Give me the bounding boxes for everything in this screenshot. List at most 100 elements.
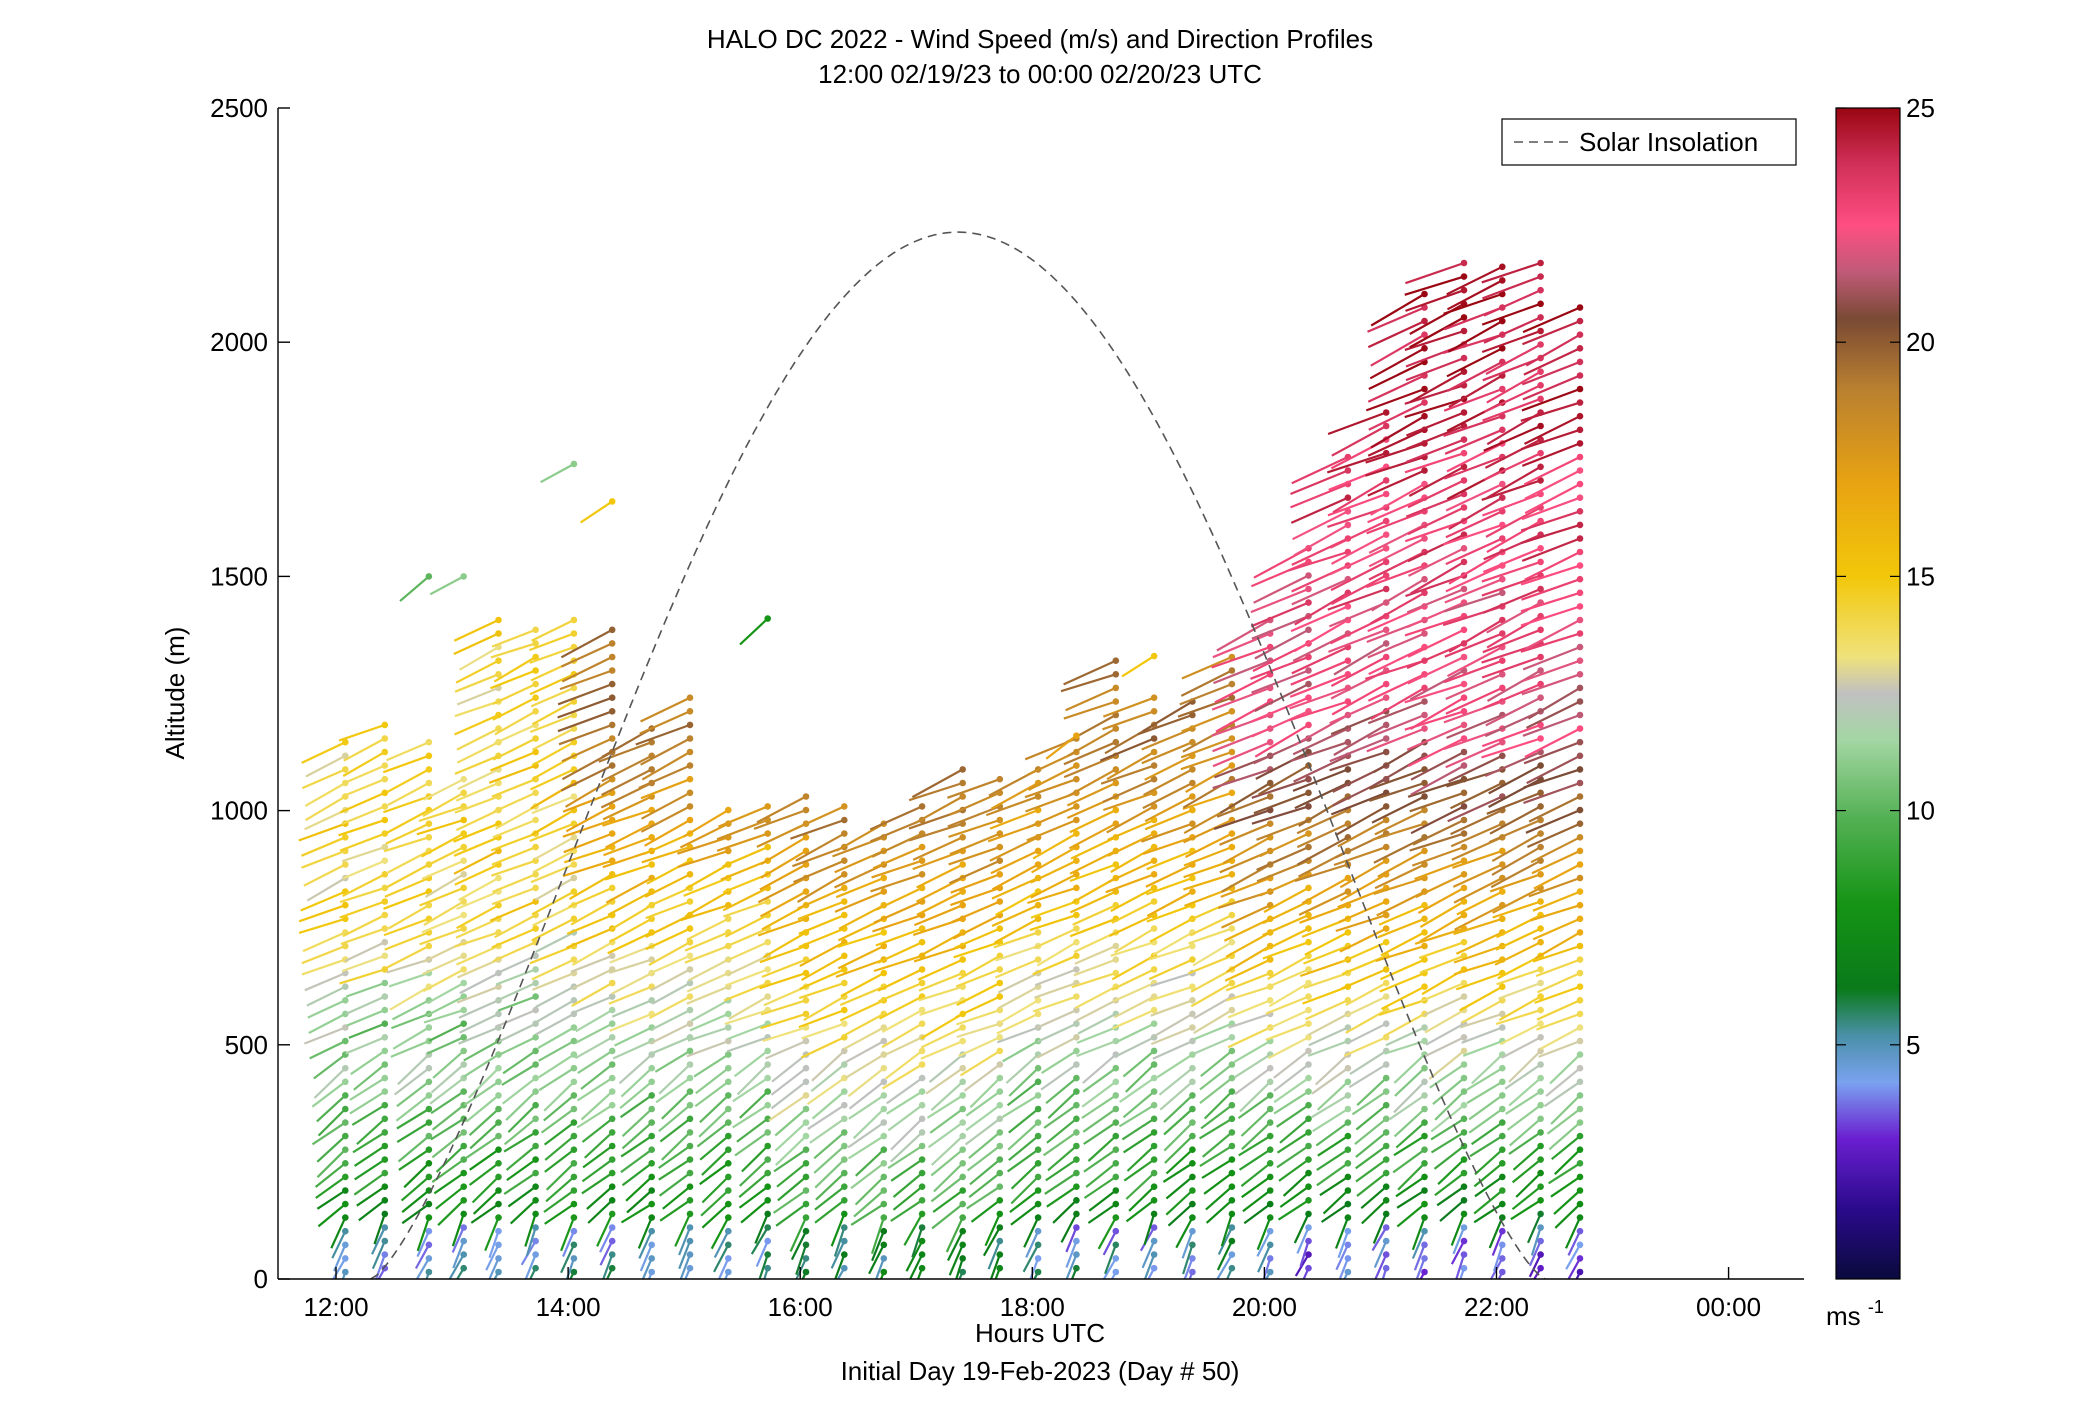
wind-vector-head (342, 1241, 349, 1249)
wind-vector-head (1537, 789, 1544, 797)
wind-vector (1468, 1108, 1503, 1134)
wind-vector (1407, 628, 1465, 658)
wind-vector (562, 791, 613, 813)
wind-vector-head (1305, 653, 1312, 661)
wind-vector (774, 1108, 807, 1137)
wind-vector (1183, 873, 1233, 891)
wind-vector-head (460, 993, 468, 1000)
wind-vector (491, 927, 537, 949)
wind-vector (830, 1213, 846, 1247)
wind-vector-head (1228, 1142, 1236, 1150)
wind-vector (535, 999, 575, 1023)
wind-vector (1482, 492, 1541, 517)
wind-vector (619, 1080, 653, 1110)
wind-vector (1082, 1067, 1117, 1093)
wind-vector (454, 700, 499, 718)
wind-vector-head (1421, 1092, 1428, 1099)
wind-vector (386, 945, 430, 969)
wind-vector (532, 904, 575, 927)
wind-vector (1259, 873, 1309, 897)
wind-vector-head (1421, 725, 1428, 732)
wind-vector (1110, 941, 1155, 957)
wind-vector-head (1576, 1037, 1584, 1045)
wind-vector (1008, 1135, 1039, 1162)
wind-vector-head (880, 874, 888, 882)
wind-vector-head (1576, 1255, 1584, 1262)
wind-vector-head (425, 1146, 433, 1153)
wind-vector (1564, 1217, 1582, 1249)
wind-vector (626, 1189, 653, 1214)
wind-vector-head (841, 1210, 848, 1218)
wind-vector-head (996, 1074, 1004, 1082)
wind-vector (969, 1077, 1001, 1109)
wind-vector-head (841, 1047, 848, 1055)
wind-vector (621, 1108, 653, 1138)
wind-vector (1030, 900, 1077, 919)
wind-vector-head (1576, 969, 1584, 977)
wind-vector (1434, 1090, 1465, 1121)
wind-vector-head (1150, 830, 1158, 837)
wind-vector-head (1460, 1183, 1468, 1190)
wind-vector (984, 1213, 1001, 1247)
wind-vector-head (495, 874, 502, 882)
wind-vector (1199, 1063, 1233, 1091)
wind-vector-head (802, 1105, 810, 1113)
wind-vector (661, 1131, 691, 1161)
wind-vector (304, 972, 346, 992)
wind-vector (1397, 1162, 1426, 1191)
wind-vector (685, 863, 729, 890)
wind-vector (728, 995, 769, 1020)
wind-vector (432, 1050, 465, 1079)
wind-vector-head (1460, 1115, 1468, 1123)
wind-vector-head (841, 1264, 848, 1272)
wind-vector (1320, 1203, 1349, 1223)
wind-vector (1304, 931, 1349, 956)
x-tick-label: 16:00 (768, 1292, 833, 1322)
wind-vector (739, 1158, 769, 1187)
wind-vector-head (570, 630, 578, 637)
wind-vector-head (342, 901, 349, 909)
wind-vector (794, 805, 845, 830)
wind-vector-head (648, 1105, 655, 1113)
wind-vector (1102, 791, 1155, 812)
wind-vector (1150, 999, 1193, 1017)
wind-vector-head (1537, 1047, 1544, 1055)
wind-vector (1550, 1094, 1581, 1125)
wind-vector (1548, 1121, 1581, 1151)
wind-vector (388, 972, 430, 988)
wind-vector-head (1576, 304, 1584, 311)
wind-vector-head (1499, 1200, 1506, 1208)
wind-vector-head (1460, 1224, 1468, 1231)
wind-vector-head (1150, 1047, 1158, 1055)
wind-vector (1332, 479, 1387, 514)
wind-vector (1367, 374, 1425, 403)
wind-vector (485, 1244, 500, 1271)
wind-vector-head (1460, 626, 1468, 634)
wind-vector (1512, 1145, 1542, 1171)
wind-vector (890, 1118, 923, 1151)
wind-vector-head (608, 1020, 616, 1027)
wind-vector (307, 999, 346, 1019)
wind-vector-head (1460, 1210, 1468, 1218)
wind-vector-head (608, 680, 616, 688)
wind-vector (1414, 927, 1465, 945)
wind-vector (1526, 1213, 1542, 1244)
wind-vector-head (1576, 983, 1584, 990)
wind-vector (1474, 1176, 1503, 1198)
wind-vector (1520, 523, 1581, 545)
wind-vector-head (1460, 803, 1468, 810)
wind-vector (1030, 873, 1077, 899)
wind-vector-head (495, 1160, 502, 1167)
wind-vector-head (1576, 412, 1584, 420)
wind-vector (759, 944, 807, 964)
wind-vector (959, 1049, 1001, 1077)
wind-vector (710, 1217, 730, 1250)
wind-vector (927, 1121, 964, 1149)
wind-vector (1081, 1094, 1117, 1119)
plot-area-frame (278, 108, 1804, 1279)
wind-vector (1446, 279, 1503, 311)
wind-vector (1288, 700, 1349, 722)
wind-vector-head (532, 1101, 539, 1109)
wind-vector-head (425, 573, 433, 580)
wind-vector (950, 886, 1001, 907)
